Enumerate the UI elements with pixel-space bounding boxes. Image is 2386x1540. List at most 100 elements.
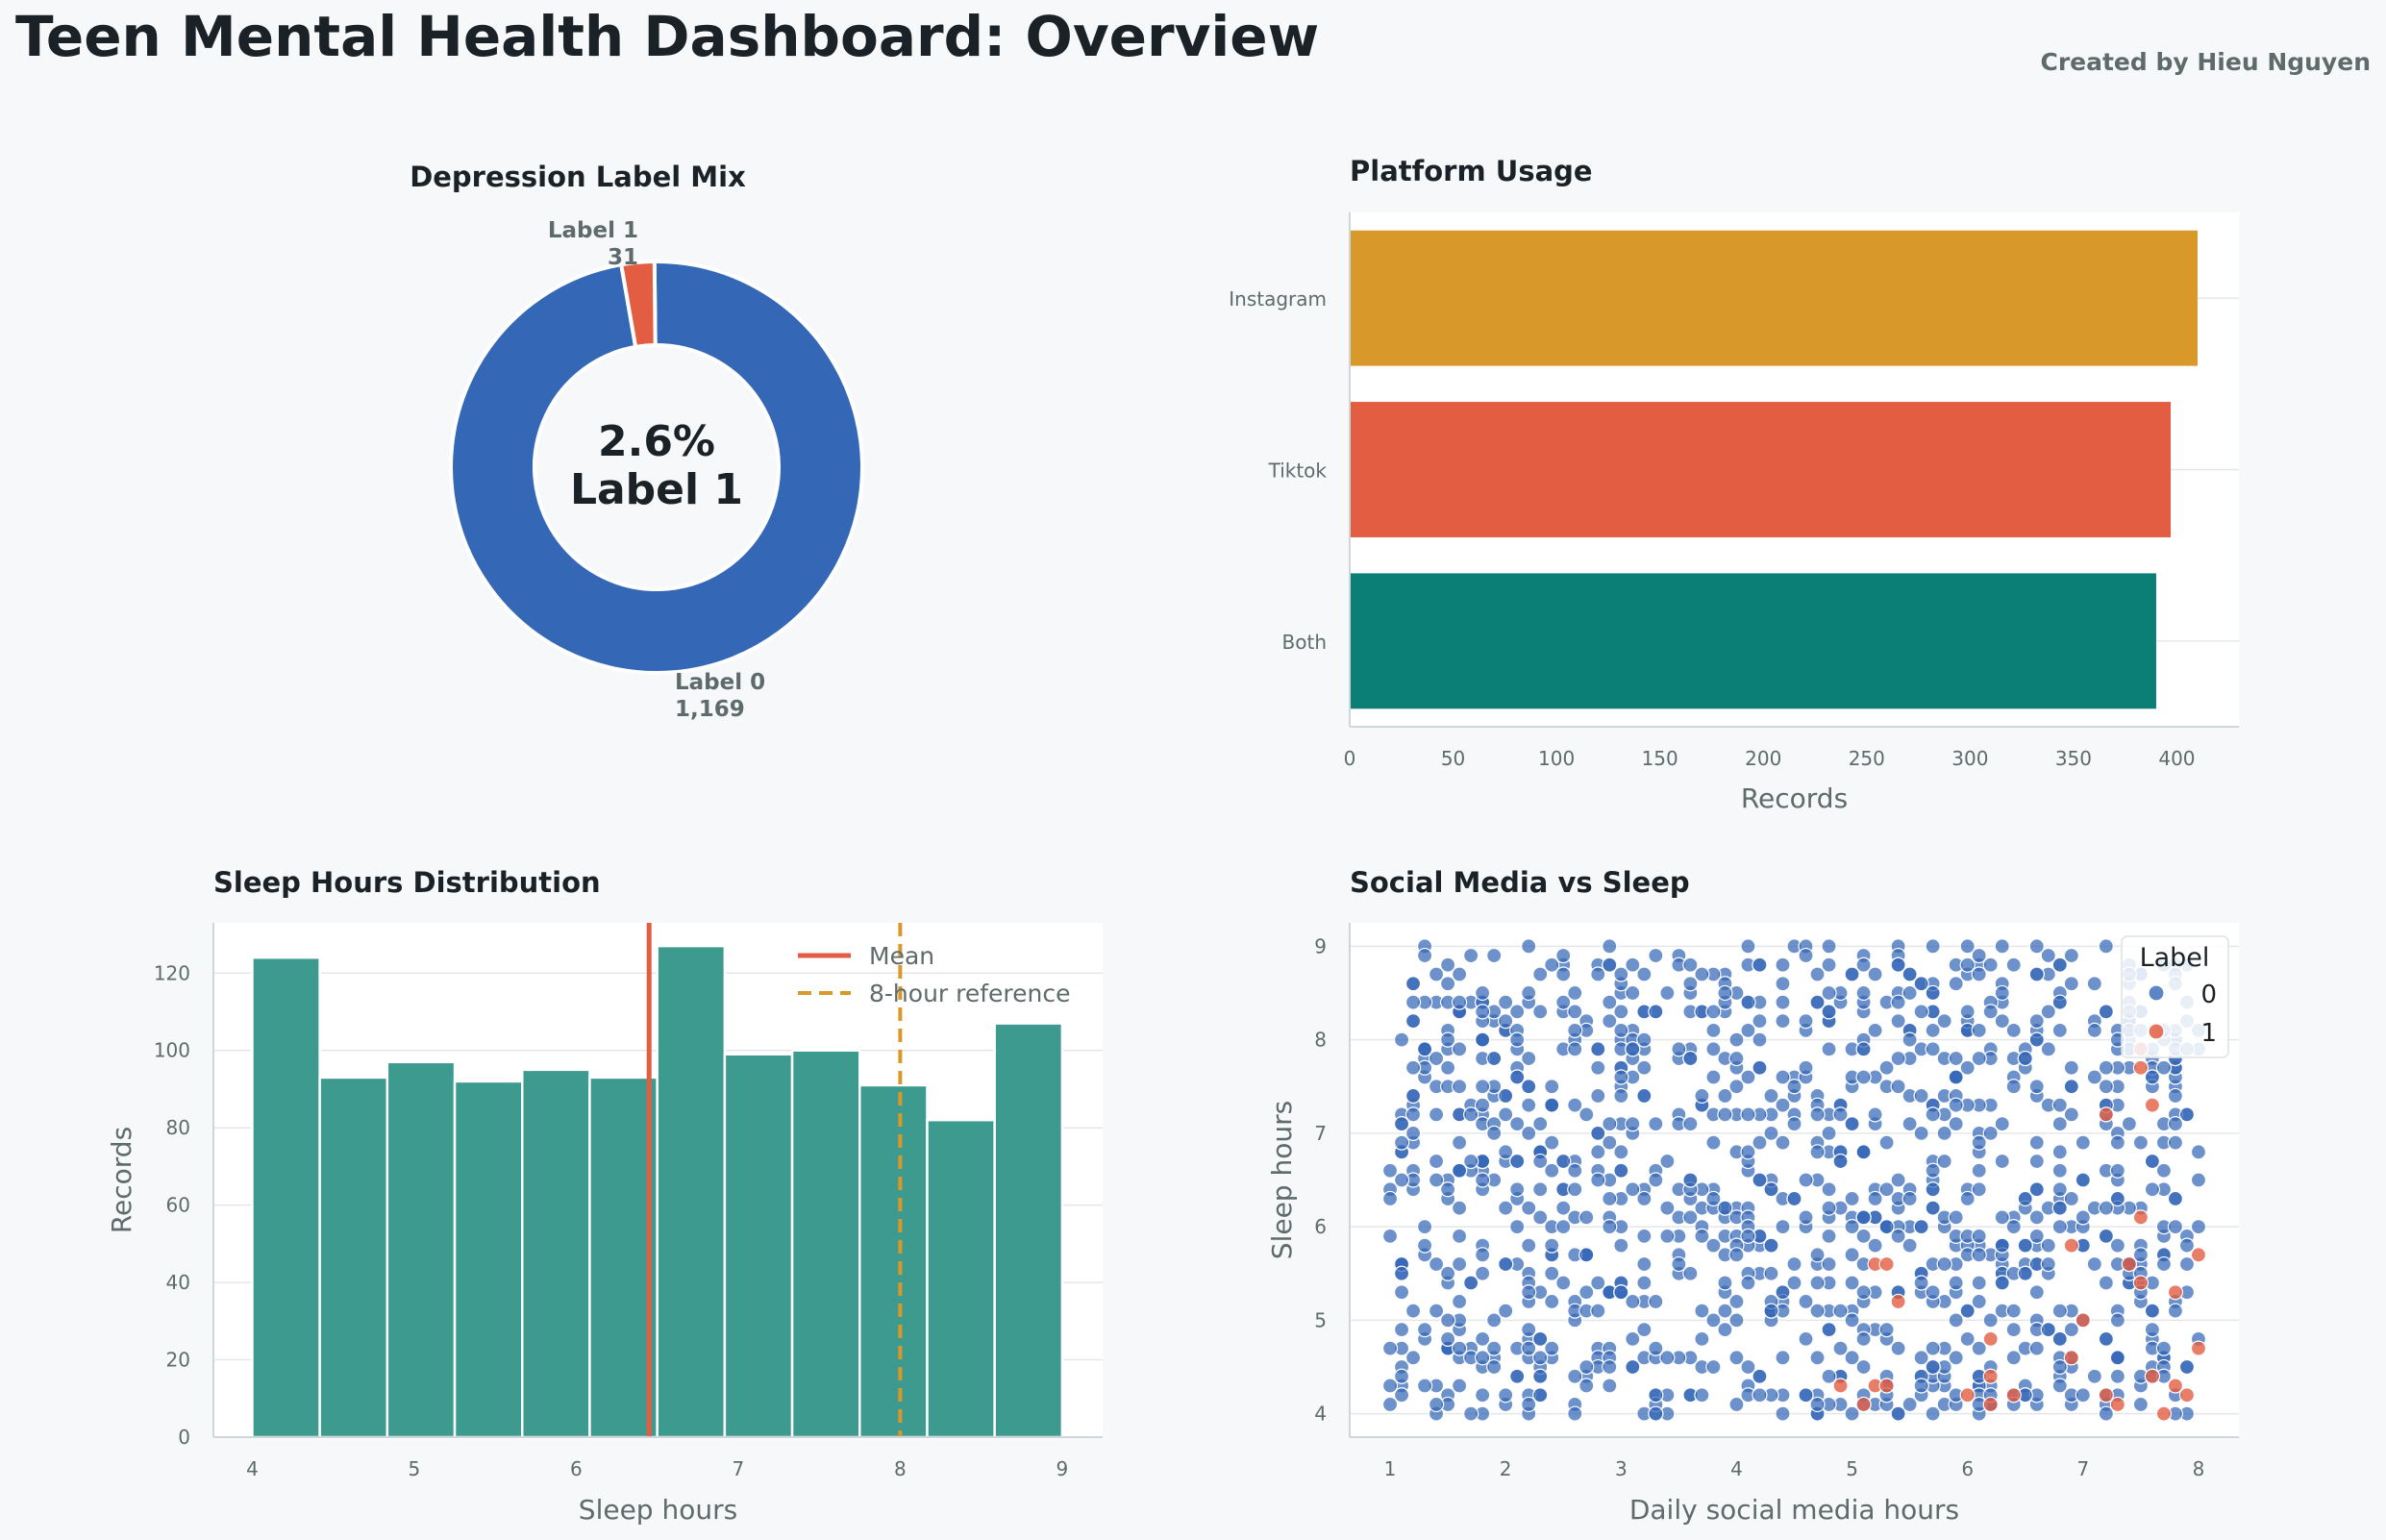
scatter-point-label-0 [1855, 1031, 1872, 1048]
scatter-point-label-0 [2167, 1405, 2184, 1422]
x-axis-label: Records [1741, 782, 1848, 814]
scatter-point-label-0 [2051, 984, 2068, 1002]
scatter-point-label-1 [2005, 1387, 2022, 1403]
scatter-point-label-0 [1463, 1106, 1479, 1123]
scatter-point-label-0 [2109, 1237, 2125, 1254]
scatter-point-label-0 [1959, 1228, 1976, 1244]
scatter-point-label-0 [1498, 1303, 1514, 1319]
scatter-point-label-0 [2098, 1116, 2114, 1132]
scatter-point-label-0 [1890, 947, 1906, 964]
scatter-point-label-0 [1498, 994, 1514, 1010]
scatter-point-label-0 [1798, 1022, 1814, 1038]
scatter-point-label-0 [2075, 1387, 2091, 1403]
scatter-point-label-0 [1567, 1368, 1583, 1384]
scatter-point-label-0 [1452, 1378, 1468, 1394]
scatter-point-label-0 [2040, 1237, 2056, 1254]
scatter-point-label-0 [1521, 1322, 1537, 1338]
scatter-point-label-0 [1855, 947, 1872, 964]
scatter-point-label-0 [1682, 1190, 1699, 1207]
scatter-point-label-0 [1509, 1368, 1526, 1384]
scatter-point-label-0 [1728, 1228, 1745, 1244]
scatter-point-label-0 [1393, 1134, 1410, 1151]
scatter-point-label-0 [1648, 1396, 1664, 1413]
scatter-point-label-0 [1775, 1350, 1791, 1366]
scatter-point-label-0 [1416, 1378, 1433, 1394]
scatter-point-label-0 [2051, 1144, 2068, 1160]
scatter-point-label-0 [2109, 1059, 2125, 1076]
scatter-point-label-0 [2167, 1059, 2184, 1076]
scatter-point-label-0 [2167, 1293, 2184, 1310]
scatter-point-label-0 [1740, 938, 1756, 955]
x-tick-label: 100 [1538, 747, 1575, 770]
scatter-point-label-0 [1798, 1172, 1814, 1188]
scatter-point-label-0 [2075, 1237, 2091, 1254]
scatter-point-label-0 [1428, 1255, 1445, 1273]
scatter-point-label-0 [2155, 1247, 2173, 1263]
scatter-point-label-0 [1648, 1340, 1664, 1356]
scatter-point-label-0 [1625, 1116, 1641, 1132]
scatter-point-label-0 [1555, 1275, 1572, 1291]
scatter-point-label-0 [1786, 1106, 1802, 1123]
scatter-point-label-0 [1486, 1172, 1503, 1188]
scatter-point-label-0 [1544, 1097, 1560, 1113]
scatter-point-label-0 [2155, 1368, 2173, 1384]
scatter-point-label-0 [2028, 1237, 2045, 1254]
scatter-point-label-0 [1982, 1041, 1999, 1057]
scatter-point-label-1 [1878, 1378, 1895, 1394]
scatter-point-label-0 [1613, 1284, 1629, 1301]
scatter-point-label-0 [1440, 1265, 1456, 1281]
scatter-point-label-0 [1567, 1396, 1583, 1413]
scatter-point-label-0 [1971, 1247, 1987, 1263]
scatter-point-label-0 [1404, 1134, 1422, 1151]
scatter-point-label-0 [1994, 1237, 2010, 1254]
scatter-point-label-0 [1901, 1396, 1918, 1413]
scatter-point-label-0 [1740, 1162, 1756, 1179]
scatter-point-label-0 [2051, 1378, 2068, 1394]
scatter-point-label-0 [2051, 956, 2068, 973]
scatter-point-label-0 [1509, 1181, 1526, 1198]
scatter-point-label-0 [2121, 1275, 2137, 1291]
scatter-point-label-0 [1878, 1219, 1895, 1235]
scatter-point-label-0 [1428, 1303, 1445, 1319]
scatter-point-label-0 [2178, 1106, 2196, 1123]
scatter-point-label-1 [2075, 1312, 2091, 1329]
scatter-point-label-0 [1416, 1330, 1433, 1347]
scatter-point-label-0 [2109, 1097, 2125, 1113]
scatter-point-label-0 [2098, 1330, 2114, 1347]
scatter-point-label-0 [2178, 1358, 2196, 1376]
scatter-point-label-0 [1901, 1087, 1918, 1105]
scatter-point-label-0 [1844, 1350, 1860, 1366]
scatter-point-label-0 [1855, 1255, 1872, 1273]
scatter-point-label-0 [2005, 1050, 2022, 1067]
scatter-point-label-0 [2005, 1209, 2022, 1226]
scatter-point-label-0 [1855, 1069, 1872, 1085]
scatter-point-label-0 [1878, 1134, 1895, 1151]
scatter-point-label-0 [2167, 976, 2184, 992]
scatter-point-label-0 [1440, 1340, 1456, 1356]
scatter-point-label-0 [2190, 1330, 2207, 1347]
scatter-point-label-0 [1544, 1340, 1560, 1356]
scatter-point-label-0 [1567, 1162, 1583, 1179]
histogram-bar [385, 1060, 457, 1439]
scatter-point-label-0 [2155, 1116, 2173, 1132]
scatter-point-label-0 [1786, 1069, 1802, 1085]
scatter-point-label-0 [1602, 1284, 1618, 1301]
scatter-point-label-0 [1855, 994, 1872, 1010]
scatter-point-label-0 [1532, 1116, 1549, 1132]
scatter-point-label-0 [1452, 1162, 1468, 1179]
scatter-point-label-0 [1809, 994, 1826, 1010]
scatter-point-label-1 [1959, 1387, 1976, 1403]
scatter-point-label-0 [1463, 1405, 1479, 1422]
scatter-point-label-0 [1994, 984, 2010, 1002]
scatter-point-label-0 [1486, 1050, 1503, 1067]
scatter-point-label-0 [1913, 1004, 1929, 1020]
scatter-point-label-0 [1659, 1387, 1676, 1403]
scatter-point-label-0 [2121, 1022, 2137, 1038]
scatter-point-label-0 [1821, 1013, 1837, 1030]
scatter-point-label-0 [1890, 1405, 1906, 1422]
scatter-point-label-0 [1832, 1106, 1849, 1123]
scatter-point-label-0 [1475, 1153, 1491, 1170]
scatter-point-label-0 [2121, 1275, 2137, 1291]
scatter-point-label-0 [1890, 994, 1906, 1010]
scatter-point-label-0 [1994, 1303, 2010, 1319]
